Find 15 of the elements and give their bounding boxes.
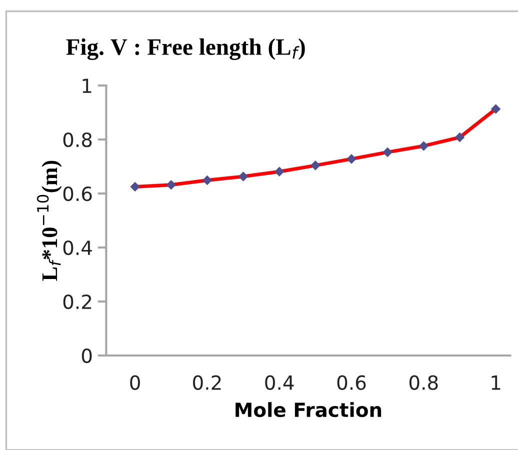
x-tick-label: 0.6 [337,375,366,390]
y-tick-label: 0.8 [63,132,92,148]
y-tick-label: 0 [82,348,92,364]
y-tick-label: 0.2 [63,294,92,310]
x-tick-label: 0.4 [265,375,294,390]
x-tick-label: 1 [492,376,500,390]
y-axis-title: L$_{f}$*10$^{−10}$(m) [36,160,62,281]
x-tick-label: 0 [130,375,140,390]
y-tick-label: 1 [82,78,92,93]
x-axis-title: Mole Fraction [236,402,382,418]
x-tick-label: 0.8 [409,375,438,390]
chart-title: Fig. V : Free length (L$_{f}$) [66,38,305,60]
y-tick-label: 0.4 [63,240,92,256]
x-tick-label: 0.2 [193,375,221,390]
y-tick-label: 0.6 [63,186,92,202]
